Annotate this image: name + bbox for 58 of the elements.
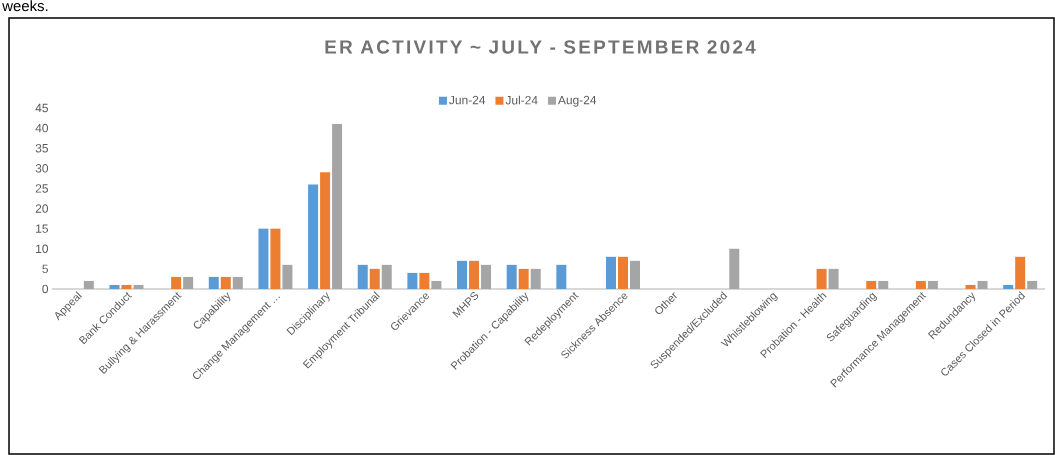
bar [617, 256, 628, 289]
y-tick-label: 45 [35, 103, 48, 113]
bar [915, 280, 926, 289]
bar [457, 260, 468, 289]
legend-label: Jun-24 [449, 95, 486, 105]
y-tick-label: 15 [36, 224, 48, 233]
bar [109, 284, 120, 289]
bar [232, 276, 243, 289]
y-tick-label: 30 [35, 164, 49, 173]
bar [469, 260, 480, 289]
y-tick-label: 25 [35, 184, 48, 193]
bar [332, 124, 343, 289]
bar [220, 276, 231, 289]
bar [83, 280, 94, 289]
bar [816, 268, 827, 289]
bar [121, 284, 132, 289]
bar [308, 184, 319, 289]
bar [258, 228, 269, 289]
bar [407, 272, 418, 289]
y-tick-label: 40 [35, 123, 49, 133]
text: weeks. [2, 0, 48, 12]
bar [133, 284, 144, 289]
bar [369, 268, 380, 289]
y-tick-label: 35 [35, 143, 48, 153]
bar [605, 256, 616, 289]
bar [282, 264, 293, 289]
bar [481, 264, 492, 289]
chart-title: ER ACTIVITY ~ JULY - SEPTEMBER 2024 [325, 40, 756, 54]
y-tick-label: 20 [35, 204, 49, 213]
y-tick-label: 0 [42, 284, 49, 294]
bar [320, 172, 331, 289]
bar [171, 276, 182, 289]
bar [530, 268, 541, 289]
bar [927, 280, 938, 289]
bar [965, 284, 976, 289]
y-tick-label: 5 [42, 264, 48, 274]
bar [518, 268, 529, 289]
y-tick-label: 10 [36, 244, 49, 253]
bar [208, 276, 219, 289]
bar [270, 228, 281, 289]
bar [357, 264, 368, 289]
bar [878, 280, 889, 289]
bar [729, 248, 740, 289]
bar [419, 272, 430, 289]
bar [977, 280, 988, 289]
legend-label: Aug-24 [557, 95, 597, 107]
bar [183, 276, 194, 289]
bar [556, 264, 567, 289]
bar [431, 280, 442, 289]
bar [1027, 280, 1038, 289]
bar [866, 280, 877, 289]
bar [381, 264, 392, 289]
bar [1015, 256, 1026, 289]
bar [828, 268, 839, 289]
bar [1003, 284, 1014, 289]
legend-label: Jul-24 [505, 95, 538, 105]
bar [629, 260, 640, 289]
bar [506, 264, 517, 289]
